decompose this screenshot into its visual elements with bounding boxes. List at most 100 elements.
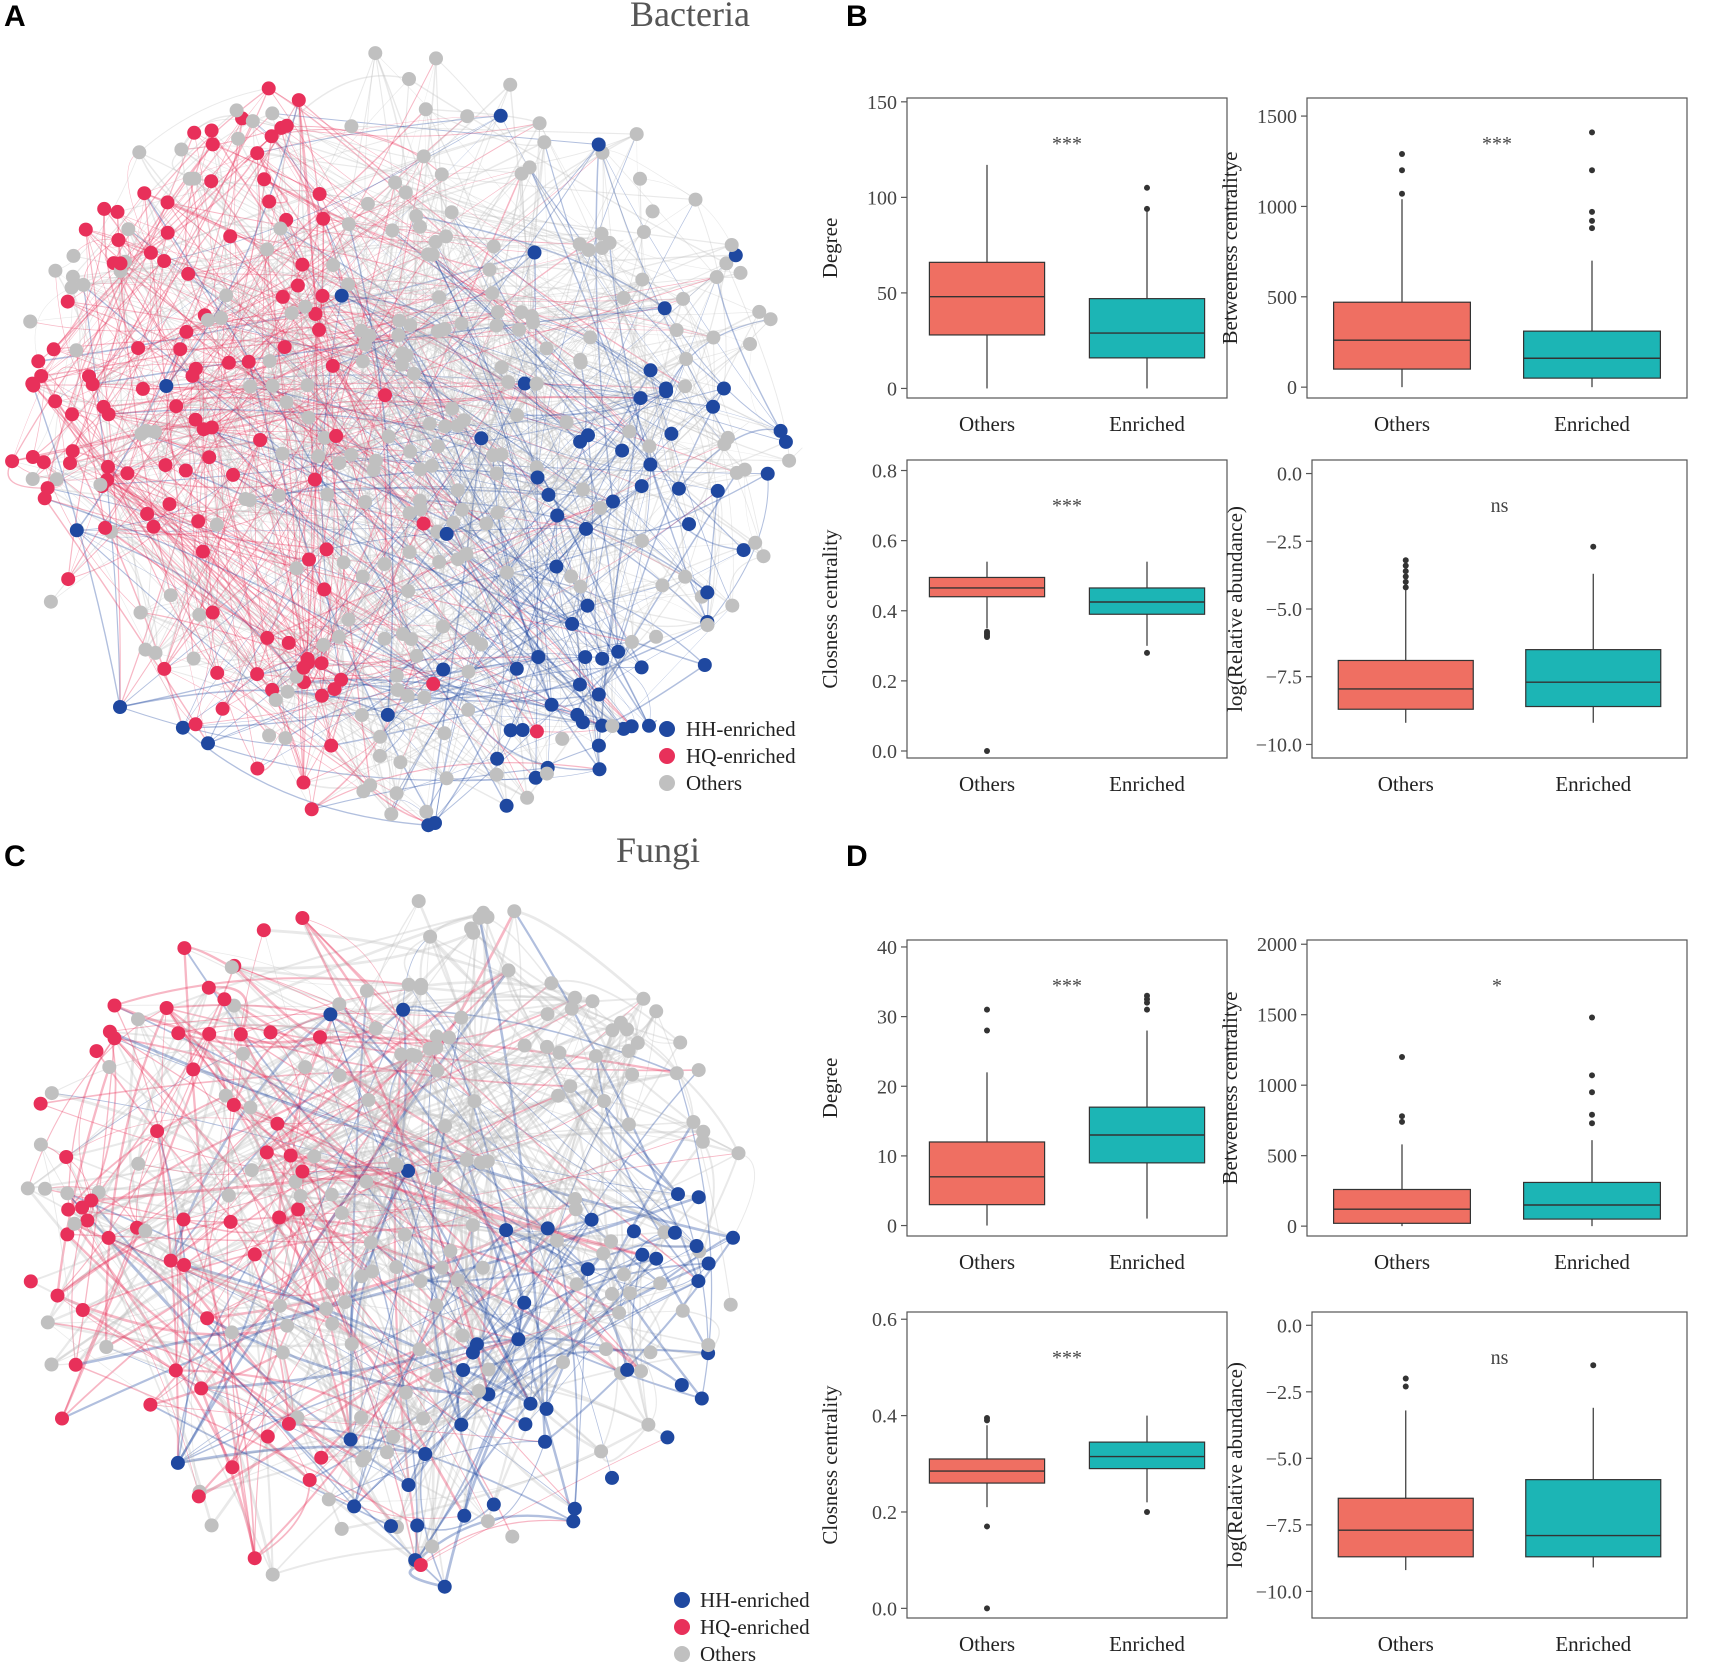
network-node	[316, 211, 331, 226]
network-node	[480, 910, 495, 925]
network-node	[409, 209, 424, 223]
network-edge	[54, 270, 121, 480]
network-edge	[325, 1048, 431, 1310]
network-node	[321, 1492, 336, 1507]
network-edge	[268, 576, 364, 736]
network-edge	[405, 192, 573, 625]
network-node	[223, 1214, 238, 1229]
network-edge	[92, 125, 288, 385]
network-edge	[426, 438, 482, 812]
network-edge	[144, 987, 210, 1231]
network-edge	[50, 454, 352, 603]
network-edge	[351, 454, 619, 652]
network-node	[391, 328, 406, 343]
network-node	[466, 631, 480, 646]
network-node	[84, 1193, 99, 1208]
network-node	[583, 330, 598, 345]
network-edge	[385, 998, 645, 1453]
network-node	[143, 1397, 158, 1412]
network-edge	[496, 512, 553, 706]
network-node	[720, 430, 735, 445]
network-edge	[297, 1402, 531, 1424]
network-node	[691, 1190, 706, 1205]
network-node	[503, 723, 518, 738]
network-edge	[104, 1007, 168, 1348]
network-node	[565, 616, 580, 631]
network-edge	[420, 336, 714, 510]
network-node	[419, 804, 434, 819]
network-edge	[434, 241, 482, 645]
network-node	[403, 318, 418, 333]
network-edge	[108, 181, 212, 415]
network-edge	[353, 1240, 558, 1508]
legend-others-marker	[674, 1646, 690, 1662]
network-edge	[66, 1233, 363, 1462]
network-edge	[137, 911, 484, 1021]
network-node	[354, 708, 369, 722]
legend-hq-label: HQ-enriched	[700, 1615, 810, 1639]
x-category-label: Others	[959, 1250, 1015, 1274]
y-axis-title: Degree	[818, 1058, 842, 1119]
x-category-label: Enriched	[1109, 412, 1185, 436]
network-edge	[339, 1074, 676, 1234]
plot-frame	[906, 97, 1228, 399]
network-edge	[488, 269, 623, 452]
network-edge	[176, 279, 643, 407]
network-node	[329, 429, 344, 443]
bacteria-network-title: Bacteria	[630, 0, 750, 34]
network-edge	[395, 1045, 548, 1167]
network-edge	[192, 1069, 281, 1306]
network-edge	[427, 254, 458, 534]
plot-frame	[906, 459, 1228, 759]
network-node	[450, 483, 465, 498]
network-node	[275, 1345, 290, 1360]
network-edge	[539, 123, 729, 439]
network-edge	[309, 1479, 465, 1519]
network-edge	[436, 1008, 573, 1180]
network-node	[446, 515, 461, 530]
network-edge	[277, 1003, 341, 1218]
y-tick-label: 30	[877, 1007, 897, 1029]
network-edge	[54, 400, 305, 683]
network-edge	[639, 1254, 650, 1425]
network-edge	[220, 317, 409, 592]
network-node	[572, 677, 587, 692]
network-node	[605, 719, 620, 733]
outlier-point	[1589, 1111, 1595, 1118]
network-node	[643, 1345, 658, 1360]
network-edge	[330, 381, 509, 746]
network-edge	[212, 144, 277, 701]
y-tick-label: 0.6	[872, 1309, 897, 1331]
network-node	[5, 454, 20, 469]
network-edge	[210, 130, 303, 266]
plot-frame	[1306, 97, 1688, 399]
network-edge	[386, 1268, 589, 1454]
network-edge	[182, 1219, 256, 1559]
network-edge	[199, 614, 349, 635]
network-edge	[362, 576, 632, 643]
significance-label: *	[1492, 975, 1502, 997]
network-edge	[75, 1195, 700, 1367]
network-edge	[76, 530, 425, 698]
network-edge	[580, 359, 787, 443]
network-node	[281, 1416, 296, 1431]
network-node	[334, 1206, 349, 1220]
network-edge	[297, 285, 323, 664]
network-edge	[524, 383, 703, 597]
network-edge	[362, 443, 725, 577]
network-edge	[82, 1224, 473, 1311]
network-edge	[71, 122, 540, 289]
network-edge	[400, 704, 552, 763]
network-node	[202, 450, 217, 465]
network-edge	[727, 422, 749, 439]
network-edge	[256, 152, 429, 255]
network-edge	[428, 1048, 607, 1350]
network-node	[572, 237, 587, 252]
network-edge	[569, 1085, 679, 1195]
network-edge	[397, 334, 650, 727]
network-node	[291, 93, 306, 108]
network-node	[344, 119, 359, 134]
network-edge	[332, 264, 581, 442]
network-node	[575, 482, 590, 497]
network-edge	[365, 272, 741, 345]
